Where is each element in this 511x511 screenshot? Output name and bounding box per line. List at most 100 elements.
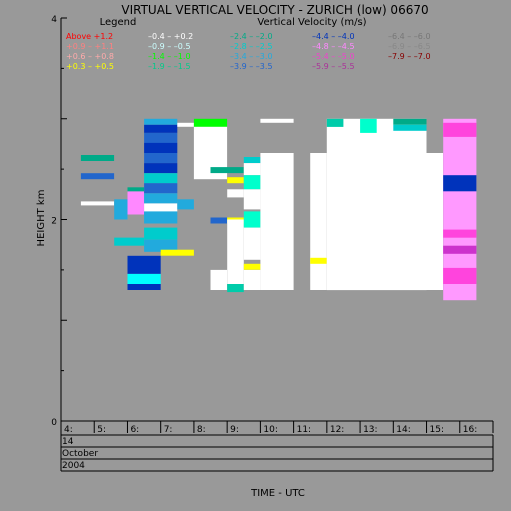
- velocity-cell: [144, 118, 178, 125]
- velocity-cell: [260, 153, 294, 290]
- velocity-cell: [144, 211, 178, 224]
- x-tick-label: 6:: [130, 425, 139, 435]
- velocity-cell: [443, 267, 477, 284]
- chart-title: VIRTUAL VERTICAL VELOCITY - ZURICH (low)…: [121, 3, 428, 17]
- legend-entry: Above +1.2: [66, 32, 113, 41]
- legend-entry: +0.6 – +0.8: [66, 52, 114, 61]
- velocity-cell: [260, 118, 294, 123]
- velocity-cell: [144, 239, 178, 252]
- velocity-cell: [127, 191, 145, 215]
- velocity-cell: [160, 249, 194, 256]
- velocity-cell: [177, 199, 194, 210]
- legend-entry: –1.9 – –1.5: [148, 62, 191, 71]
- velocity-cell: [393, 118, 427, 125]
- velocity-cell: [443, 175, 477, 192]
- velocity-cell: [326, 118, 344, 127]
- date-row-label: 2004: [62, 461, 85, 471]
- velocity-cell: [114, 237, 145, 246]
- velocity-cell: [144, 183, 178, 194]
- velocity-cell: [243, 269, 261, 290]
- legend-entry: –6.9 – –6.5: [388, 42, 431, 51]
- y-tick-label: 0: [51, 418, 57, 428]
- velocity-cell: [243, 157, 261, 163]
- legend-entry: +0.3 – +0.5: [66, 62, 114, 71]
- velocity-cell: [210, 269, 228, 290]
- y-tick-labels: 0 2 4: [51, 15, 57, 428]
- velocity-cell: [144, 124, 178, 133]
- velocity-cell: [210, 167, 244, 174]
- legend-entry: –0.4 – +0.2: [148, 32, 193, 41]
- date-row-label: October: [62, 449, 98, 459]
- velocity-cell: [227, 177, 244, 184]
- velocity-cell: [227, 219, 244, 284]
- legend-entry: –0.9 – –0.5: [148, 42, 191, 51]
- legend-entry: –5.4 – –5.0: [312, 52, 355, 61]
- legend-entry: –4.8 – –4.5: [312, 42, 355, 51]
- velocity-cell: [243, 175, 261, 190]
- velocity-cell: [144, 132, 178, 143]
- x-tick-label: 8:: [197, 425, 206, 435]
- legend-entry: –3.9 – –3.5: [230, 62, 273, 71]
- velocity-cell: [210, 217, 228, 224]
- legend-entry: +0.9 – +1.1: [66, 42, 114, 51]
- plot-axes: [60, 17, 494, 472]
- velocity-cell: [243, 211, 261, 228]
- velocity-cell: [127, 273, 161, 284]
- legend-entry: –1.4 – –1.0: [148, 52, 191, 61]
- x-tick-label: 11:: [297, 425, 311, 435]
- legend-title: Legend: [100, 17, 137, 28]
- velocity-cell: [426, 153, 444, 290]
- y-tick-label: 4: [51, 15, 57, 25]
- velocity-cell: [144, 153, 178, 164]
- velocity-cell: [443, 245, 477, 254]
- legend-entry: –5.9 – –5.5: [312, 62, 355, 71]
- legend-entry: –7.9 – –7.0: [388, 52, 431, 61]
- legend-units: Vertical Velocity (m/s): [257, 17, 366, 28]
- velocity-cell: [310, 153, 327, 290]
- velocity-cell: [227, 189, 244, 198]
- date-rows: 14 October 2004: [62, 437, 98, 471]
- velocity-cell: [127, 187, 145, 192]
- x-tick-label: 9:: [230, 425, 239, 435]
- y-axis-label: HEIGHT km: [36, 190, 47, 247]
- velocity-cell: [144, 193, 178, 204]
- velocity-cell: [393, 124, 427, 131]
- y-tick-label: 2: [51, 217, 57, 227]
- velocity-cell: [80, 201, 115, 206]
- velocity-cell: [443, 229, 477, 238]
- velocity-cell: [193, 118, 228, 127]
- velocity-cell: [360, 118, 377, 133]
- legend: Above +1.2+0.9 – +1.1+0.6 – +0.8+0.3 – +…: [66, 32, 431, 71]
- velocity-cell: [326, 118, 427, 291]
- x-tick-label: 5:: [97, 425, 106, 435]
- velocity-cell: [127, 255, 161, 274]
- velocity-cell: [144, 142, 178, 153]
- date-row-label: 14: [62, 437, 74, 447]
- x-tick-label: 12:: [330, 425, 344, 435]
- velocity-cell: [243, 263, 261, 270]
- velocity-cells: [80, 118, 477, 301]
- velocity-cell: [127, 284, 161, 290]
- x-tick-label: 15:: [430, 425, 444, 435]
- x-tick-label: 10:: [263, 425, 277, 435]
- legend-entry: –6.4 – –6.0: [388, 32, 431, 41]
- legend-entry: –2.8 – –2.5: [230, 42, 273, 51]
- legend-entry: –4.4 – –4.0: [312, 32, 355, 41]
- velocity-cell: [114, 199, 128, 220]
- x-tick-label: 7:: [164, 425, 173, 435]
- legend-entry: –2.4 – –2.0: [230, 32, 273, 41]
- legend-entry: –3.4 – –3.0: [230, 52, 273, 61]
- x-axis-label: TIME - UTC: [250, 488, 305, 499]
- velocity-cell: [144, 227, 178, 240]
- velocity-cell: [144, 163, 178, 174]
- x-tick-label: 4:: [64, 425, 73, 435]
- velocity-cell: [177, 122, 194, 127]
- x-tick-label: 13:: [363, 425, 377, 435]
- velocity-cell: [227, 284, 244, 293]
- x-tick-label: 16:: [463, 425, 477, 435]
- velocity-cell: [243, 227, 261, 260]
- velocity-cell: [144, 203, 178, 212]
- velocity-cell: [310, 257, 327, 264]
